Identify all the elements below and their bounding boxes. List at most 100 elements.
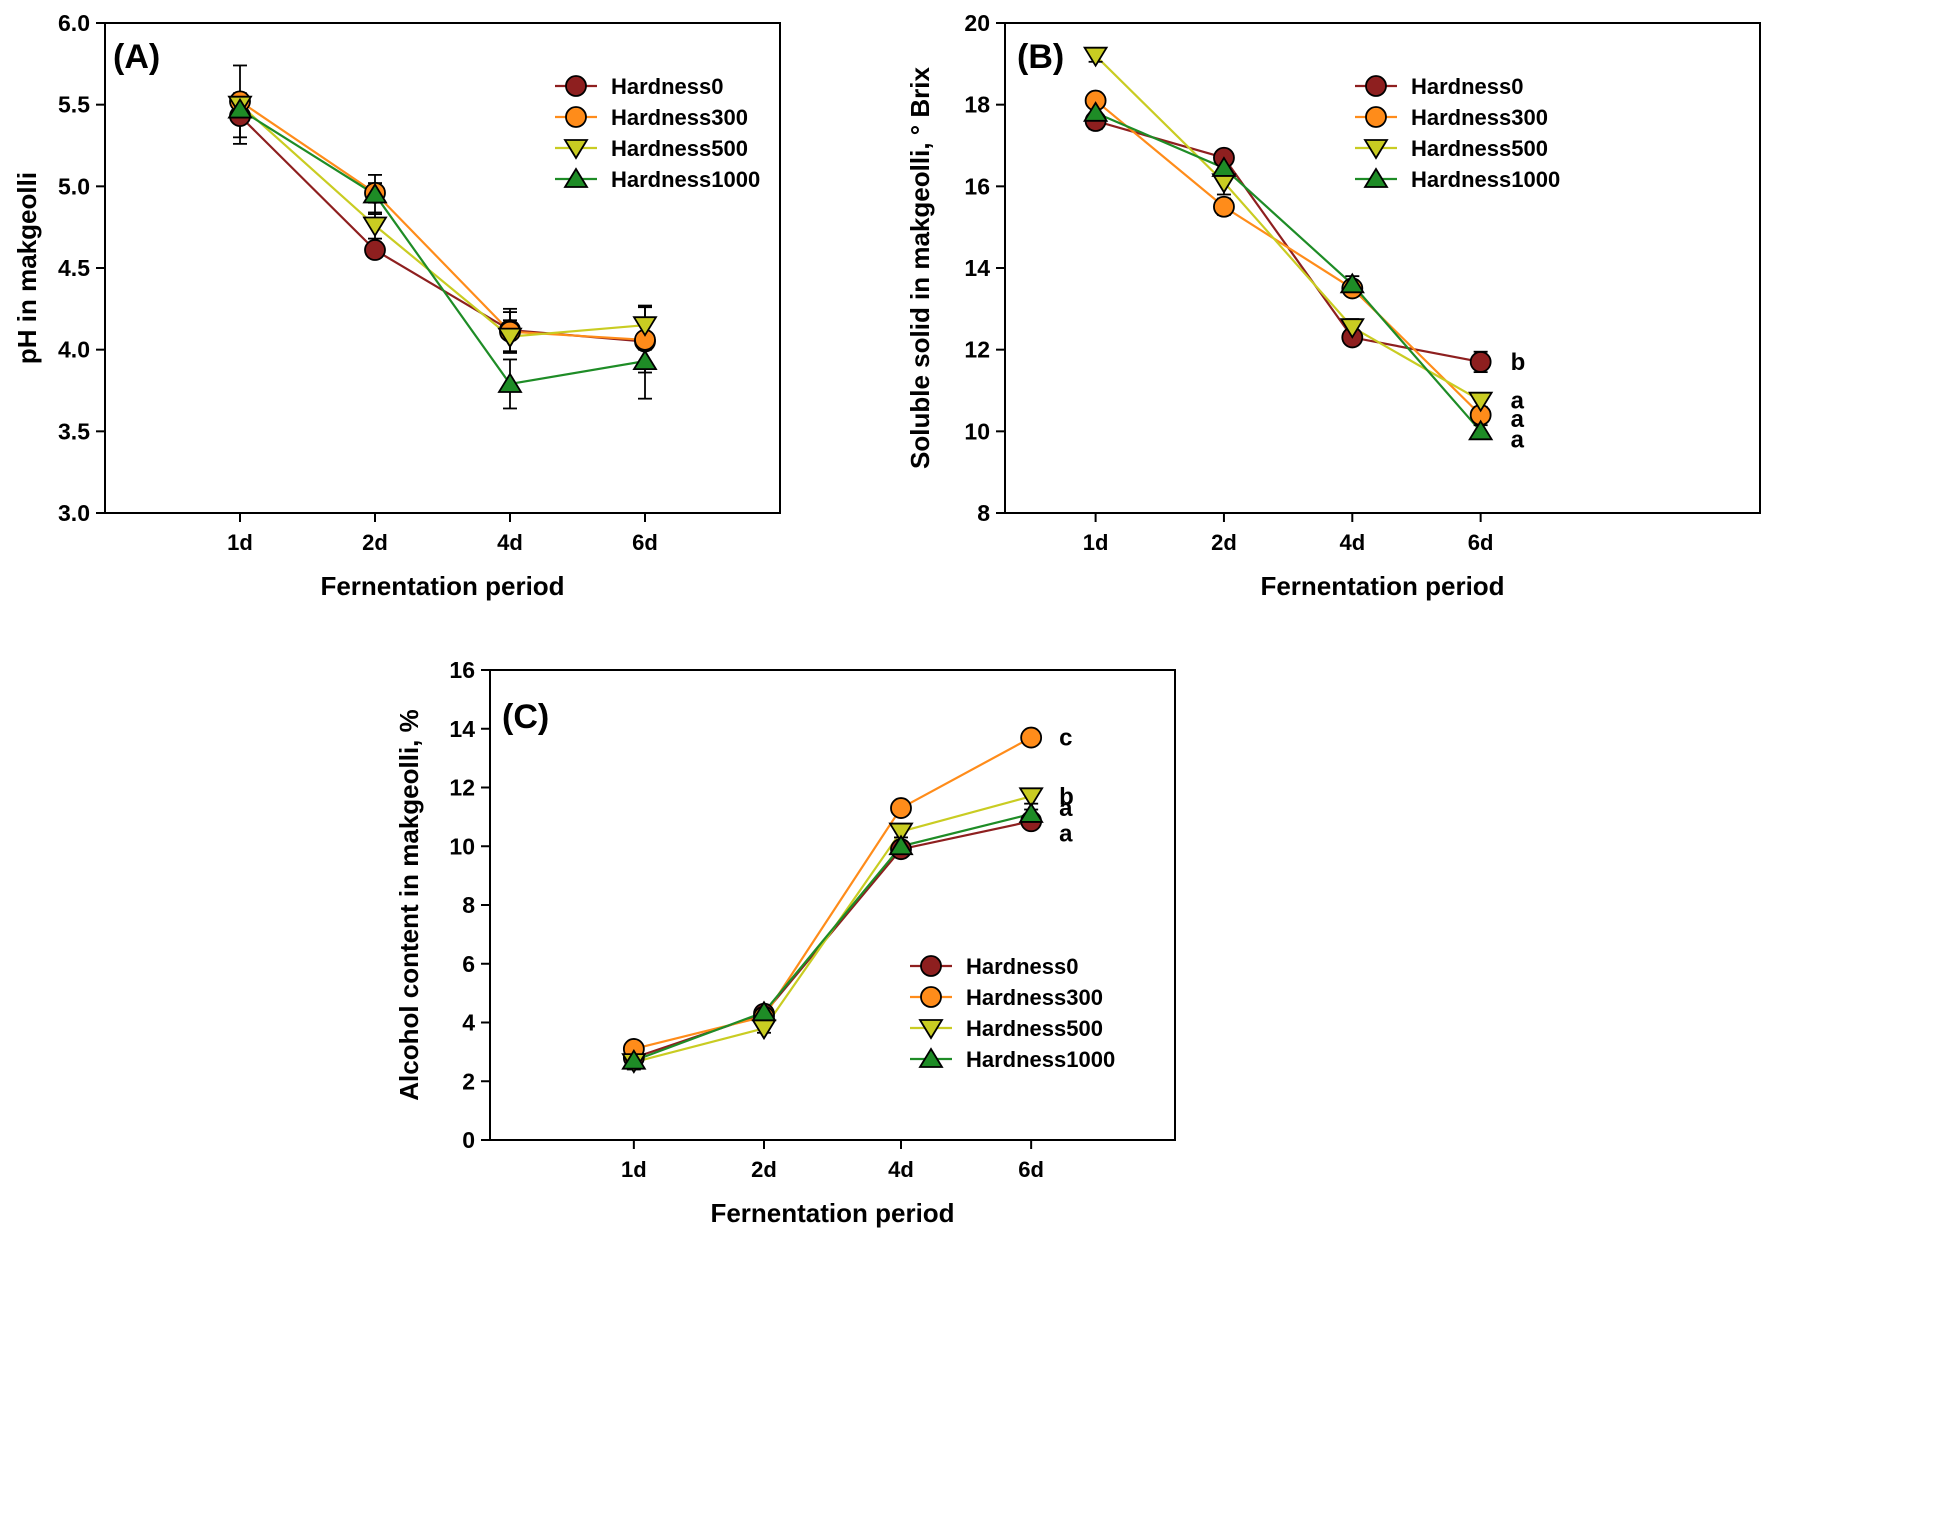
data-point-marker <box>920 955 942 977</box>
y-tick-label: 4.5 <box>58 255 90 281</box>
y-axis-title: pH in makgeolli <box>12 172 42 364</box>
data-point-marker <box>565 106 587 128</box>
data-point-marker <box>888 834 914 856</box>
y-axis-title: Soluble solid in makgeolli, ° Brix <box>905 67 935 469</box>
y-tick-label: 2 <box>462 1068 475 1094</box>
data-point-marker <box>1082 46 1109 68</box>
data-point-marker <box>1082 101 1109 122</box>
y-tick-label: 10 <box>449 833 475 859</box>
legend-label: Hardness500 <box>1411 136 1548 161</box>
y-tick-label: 10 <box>964 418 990 444</box>
legend-label: Hardness300 <box>1411 105 1548 130</box>
x-tick-label: 4d <box>497 530 523 555</box>
plot-box <box>1004 22 1761 514</box>
y-tick-label: 6.0 <box>58 10 90 36</box>
legend-item-hardness1000: Hardness1000 <box>555 167 760 192</box>
x-tick-label: 2d <box>1211 530 1237 555</box>
series-line-hardness300 <box>239 100 646 341</box>
data-point-marker <box>497 327 523 349</box>
x-tick-label: 6d <box>1468 530 1494 555</box>
legend-item-hardness0: Hardness0 <box>555 74 724 99</box>
data-point-marker <box>1363 139 1389 160</box>
x-tick-label: 1d <box>227 530 253 555</box>
data-point-marker <box>920 986 942 1008</box>
y-tick-label: 14 <box>449 716 475 742</box>
data-point-marker <box>1339 318 1365 339</box>
series-line-hardness500 <box>1094 54 1482 402</box>
series-line-hardness1000 <box>239 108 646 386</box>
x-tick-label: 4d <box>888 1157 914 1182</box>
data-point-marker <box>890 797 912 819</box>
y-tick-label: 20 <box>964 10 990 36</box>
data-point-marker <box>1018 787 1044 809</box>
legend-label: Hardness500 <box>966 1016 1103 1041</box>
x-tick-label: 4d <box>1339 530 1365 555</box>
data-point-marker <box>621 1048 647 1070</box>
data-point-marker <box>1468 391 1494 413</box>
chart-panel-c: 0 2 4 6 8 10 12 14 16 1d 2d 4d 6d Fernentation period… <box>390 650 1230 1315</box>
series-line-hardness300 <box>633 736 1032 1051</box>
chart-b-svg: 8 10 12 14 16 18 20 1d 2d 4d 6d Fernentation period… <box>905 10 1761 601</box>
x-tick-label: 1d <box>1083 530 1109 555</box>
data-point-marker <box>918 1047 944 1068</box>
y-tick-label: 5.0 <box>58 173 90 199</box>
data-point-marker <box>1213 195 1235 218</box>
annotation-letter: c <box>1059 725 1072 752</box>
x-tick-label: 1d <box>621 1157 647 1182</box>
x-axis-title: Fernentation period <box>320 571 564 601</box>
legend-item-hardness0: Hardness0 <box>1355 74 1524 99</box>
x-tick-label: 2d <box>362 530 388 555</box>
data-point-marker <box>632 349 658 371</box>
y-tick-label: 12 <box>449 775 475 801</box>
annotation-letter: a <box>1511 426 1525 453</box>
y-tick-label: 18 <box>964 92 990 118</box>
annotation-letter: a <box>1059 795 1073 822</box>
legend-label: Hardness500 <box>611 136 748 161</box>
x-axis-title: Fernentation period <box>1260 571 1504 601</box>
x-axis-title: Fernentation period <box>710 1198 954 1228</box>
y-axis-title: Alcohol content in makgeolli, % <box>394 709 424 1101</box>
legend-label: Hardness300 <box>611 105 748 130</box>
panel-label: (A) <box>113 38 160 76</box>
chart-c-svg: 0 2 4 6 8 10 12 14 16 1d 2d 4d 6d Fernentation period… <box>394 657 1176 1228</box>
series-line-hardness1000 <box>633 812 1032 1062</box>
y-tick-label: 16 <box>964 173 990 199</box>
x-axis: 1d 2d 4d 6d <box>1083 513 1494 555</box>
y-tick-label: 3.0 <box>58 500 90 526</box>
data-point-marker <box>632 316 658 337</box>
x-tick-label: 6d <box>1018 1157 1044 1182</box>
data-point-marker <box>1365 106 1387 128</box>
annotation-letter: a <box>1059 820 1073 847</box>
y-tick-label: 16 <box>449 657 475 683</box>
legend-item-hardness300: Hardness300 <box>1355 105 1548 130</box>
legend-label: Hardness0 <box>611 74 724 99</box>
data-point-marker <box>227 97 253 119</box>
data-point-marker <box>563 139 589 160</box>
series-line-hardness1000 <box>1095 111 1482 433</box>
data-point-marker <box>1365 75 1387 97</box>
data-point-marker <box>1363 167 1389 188</box>
x-axis: 1d 2d 4d 6d <box>227 513 658 555</box>
x-tick-label: 6d <box>632 530 658 555</box>
data-point-marker <box>497 372 523 393</box>
y-tick-label: 0 <box>462 1127 475 1153</box>
annotation-letter: b <box>1059 783 1074 810</box>
data-point-marker <box>918 1019 944 1040</box>
y-tick-label: 3.5 <box>58 418 90 444</box>
data-point-marker <box>1018 802 1044 823</box>
series-line-hardness0 <box>239 115 646 343</box>
y-tick-label: 8 <box>977 500 990 526</box>
data-point-marker <box>364 239 386 261</box>
y-tick-label: 6 <box>462 951 475 977</box>
y-tick-label: 4.0 <box>58 337 90 363</box>
legend-label: Hardness1000 <box>1411 167 1560 192</box>
panel-label: (B) <box>1017 38 1064 76</box>
y-tick-label: 12 <box>964 337 990 363</box>
chart-panel-a: 3.0 3.5 4.0 4.5 5.0 5.5 6.0 1d 2d 4d 6d Fernentatio… <box>10 8 890 638</box>
y-tick-label: 5.5 <box>58 92 90 118</box>
y-tick-label: 14 <box>964 255 990 281</box>
data-point-marker <box>362 216 388 238</box>
legend-item-hardness300: Hardness300 <box>910 985 1103 1010</box>
chart-panel-b: 8 10 12 14 16 18 20 1d 2d 4d 6d Fernentation period… <box>905 8 1805 638</box>
